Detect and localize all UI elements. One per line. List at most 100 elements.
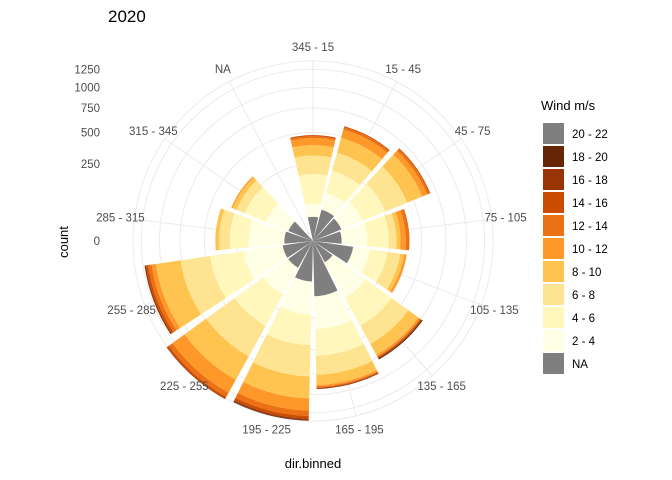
- bar-segment: [313, 218, 342, 241]
- direction-label: 285 - 315: [96, 213, 145, 225]
- legend-label: 18 - 20: [572, 152, 608, 164]
- bar-segment: [396, 148, 430, 195]
- bar-segment: [341, 129, 388, 160]
- legend-label: 4 - 6: [572, 313, 595, 325]
- bar-segment: [386, 253, 405, 292]
- direction-label: 195 - 225: [242, 424, 291, 436]
- bar-segment: [346, 246, 370, 273]
- bar-segment: [288, 241, 313, 268]
- bar-segment: [316, 360, 377, 385]
- bar-segment: [292, 145, 334, 158]
- bar-segment: [290, 136, 336, 141]
- radial-tick-label: 750: [81, 103, 100, 115]
- direction-label: 45 - 75: [455, 126, 491, 138]
- bar-segment: [361, 249, 388, 283]
- radial-tick-label: 0: [94, 236, 100, 248]
- legend-swatch: [543, 192, 564, 213]
- bar-segment: [349, 183, 386, 221]
- legend-swatch: [543, 330, 564, 351]
- direction-label: NA: [215, 64, 231, 76]
- bar-segment: [314, 290, 353, 330]
- legend-swatch: [543, 169, 564, 190]
- bar-segment: [148, 264, 177, 333]
- x-axis-title: dir.binned: [285, 456, 341, 471]
- bar-segment: [280, 277, 313, 315]
- legend-swatch: [543, 261, 564, 282]
- bar-segment: [235, 392, 309, 416]
- bar-segment: [315, 343, 373, 375]
- radial-tick-labels: 0 250 500 750 1000 1250: [74, 64, 100, 248]
- legend-label: 6 - 8: [572, 290, 595, 302]
- bar-segment: [321, 193, 346, 217]
- bar-segment: [370, 310, 419, 355]
- legend: 20 - 22 18 - 20 16 - 18 14 - 16 12 - 14 10 - …: [543, 123, 608, 374]
- direction-label: 75 - 105: [484, 213, 526, 225]
- chart-title: 2020: [108, 7, 146, 26]
- bar-segment: [229, 213, 253, 250]
- legend-swatch: [543, 123, 564, 144]
- bar-segment: [313, 209, 334, 241]
- bar-segment: [215, 208, 225, 251]
- bar-segment: [393, 150, 428, 197]
- bar-segment: [243, 362, 310, 399]
- bar-segment: [324, 255, 366, 298]
- bar-segment: [313, 241, 354, 264]
- legend-label: 14 - 16: [572, 198, 608, 210]
- bar-segment: [316, 370, 378, 387]
- bar-segment: [326, 170, 360, 203]
- legend-swatch: [543, 238, 564, 259]
- bar-segment: [384, 213, 397, 250]
- bar-segment: [343, 127, 390, 153]
- bar-segment: [151, 263, 181, 331]
- grid-spoke: [228, 81, 314, 242]
- bar-segment: [391, 211, 401, 250]
- direction-label: 105 - 135: [470, 305, 519, 317]
- bar-segment: [400, 208, 410, 251]
- bar-segment: [298, 174, 328, 205]
- bar-segment: [290, 135, 336, 139]
- bar-segment: [244, 187, 279, 222]
- bar-segment: [295, 241, 313, 282]
- direction-label: 255 - 285: [107, 305, 156, 317]
- direction-label: 315 - 345: [129, 126, 178, 138]
- bar-segment: [232, 177, 257, 210]
- direction-labels: 345 - 15 15 - 45 45 - 75 75 - 105 105 - 135 1…: [96, 42, 527, 436]
- wind-bars: [144, 126, 431, 421]
- legend-label: 8 - 10: [572, 267, 601, 279]
- bar-segment: [313, 241, 333, 263]
- legend-label: 10 - 12: [572, 244, 608, 256]
- direction-label: 15 - 45: [385, 64, 421, 76]
- legend-title: Wind m/s: [541, 98, 596, 113]
- bar-segment: [243, 245, 288, 280]
- direction-label: 225 - 255: [160, 381, 209, 393]
- radial-tick-label: 250: [81, 159, 100, 171]
- bar-segment: [315, 320, 364, 356]
- bar-segment: [332, 152, 372, 186]
- bar-segment: [290, 138, 336, 148]
- bar-segment: [266, 306, 312, 346]
- bar-segment: [340, 222, 368, 247]
- direction-label: 165 - 195: [335, 424, 384, 436]
- bar-segment: [360, 298, 409, 345]
- direction-label: 135 - 165: [417, 381, 466, 393]
- bar-segment: [252, 334, 311, 377]
- bar-segment: [168, 343, 229, 397]
- bar-segment: [337, 137, 382, 172]
- bar-segment: [333, 202, 363, 230]
- bar-segment: [282, 241, 313, 258]
- bar-segment: [184, 318, 249, 380]
- bar-segment: [382, 154, 423, 203]
- bar-segment: [234, 397, 309, 419]
- bar-segment: [145, 265, 174, 334]
- legend-label: 16 - 18: [572, 175, 608, 187]
- legend-swatch: [543, 146, 564, 167]
- legend-swatch: [543, 215, 564, 236]
- bar-segment: [263, 259, 299, 295]
- bar-segment: [284, 231, 313, 244]
- bar-segment: [209, 251, 255, 299]
- legend-swatch: [543, 307, 564, 328]
- bar-segment: [294, 155, 332, 176]
- bar-segment: [218, 209, 235, 251]
- bar-segment: [155, 260, 202, 329]
